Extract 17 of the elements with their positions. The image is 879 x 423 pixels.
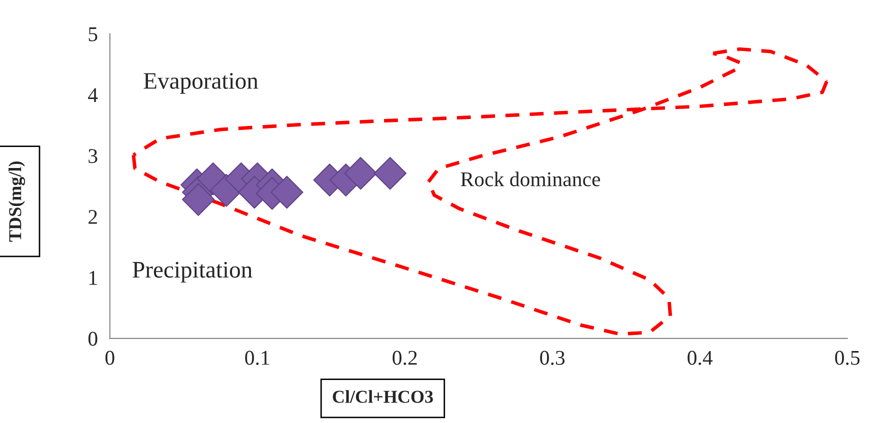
x-tick-label: 0.2	[392, 350, 417, 365]
x-tick-label: 0	[105, 350, 114, 365]
y-tick-label: 0	[88, 332, 98, 346]
y-axis-title: TDS(mg/l)	[8, 162, 26, 242]
x-axis-title: Cl/Cl+HCO3	[332, 390, 433, 403]
y-tick-label: 5	[88, 27, 98, 42]
annotation: Rock dominance	[460, 172, 600, 186]
annotation: Evaporation	[144, 73, 258, 94]
annotation: Precipitation	[132, 262, 252, 283]
x-tick-label: 0.3	[540, 350, 565, 365]
x-tick-label: 0.1	[245, 350, 270, 365]
y-tick-label: 1	[89, 270, 97, 285]
x-tick-label: 0.5	[835, 350, 860, 365]
x-tick-label: 0.4	[688, 350, 713, 365]
y-tick-label: 3	[88, 149, 98, 164]
y-tick-label: 2	[88, 210, 97, 224]
y-tick-label: 4	[88, 88, 98, 102]
